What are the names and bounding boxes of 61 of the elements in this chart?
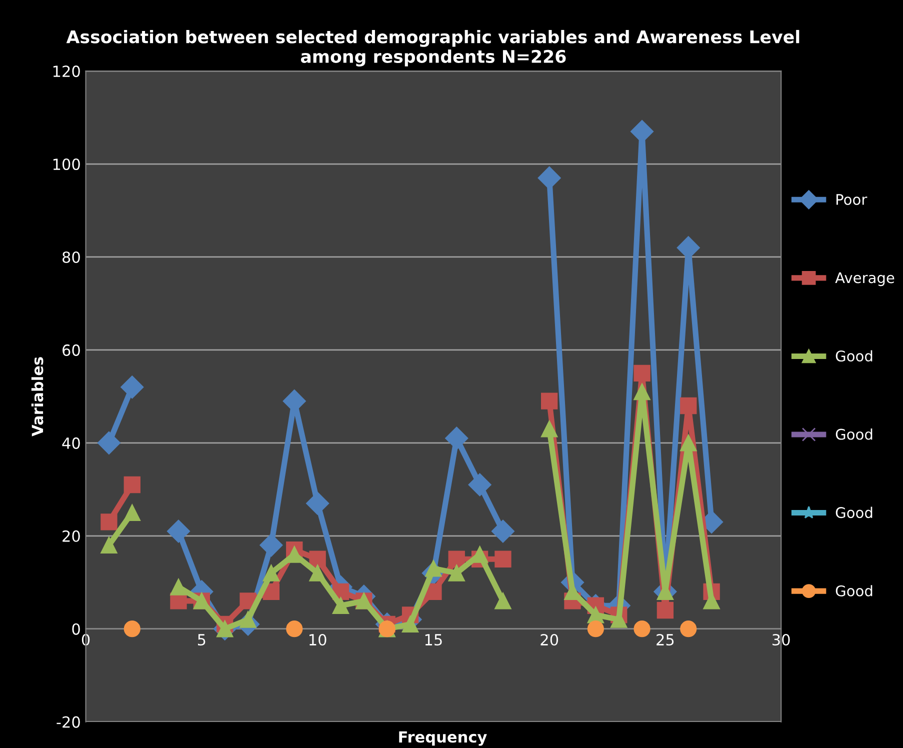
x-axis-title: Frequency [399,731,487,746]
point [634,620,650,638]
point [448,550,465,568]
point [634,383,650,400]
x-tick-label: 0 [82,634,90,646]
point [260,534,283,557]
point [309,550,326,568]
point [445,426,468,450]
y-tick-label: 60 [62,344,80,356]
y-tick-label: 80 [62,251,80,264]
legend-label: Good [836,428,872,440]
point [680,397,697,414]
point [306,492,330,515]
point [448,564,465,582]
point [309,564,326,582]
point [540,420,558,438]
y-tick-label: -20 [56,716,80,728]
point [332,597,350,614]
chart-title: Association between selected demographic variables and Awareness Level among respondents N=226 [66,30,800,66]
y-tick-label: 0 [72,623,80,635]
point [170,578,187,596]
legend-label: Good [836,350,872,362]
point [491,520,514,543]
point [100,514,118,530]
y-tick-label: 40 [62,437,80,449]
point [124,476,140,494]
point [166,520,190,543]
point [634,364,650,382]
legend-label: Average [835,272,894,286]
point [680,434,697,452]
point [680,620,697,638]
point [656,602,674,619]
point [286,620,303,638]
x-tick-label: 15 [425,634,442,646]
x-tick-label: 30 [772,634,790,646]
x-tick-label: 20 [540,634,558,646]
legend-label: Poor [836,194,868,205]
point [216,620,234,638]
legend-label: Good [836,506,872,518]
point [262,564,280,582]
y-tick-label: 100 [53,158,80,170]
x-tick-label: 10 [310,634,326,646]
point [124,620,140,638]
y-tick-label: 120 [53,66,80,78]
y-tick-label: 20 [62,530,80,542]
point [538,166,561,190]
point [494,592,512,610]
point [124,504,140,521]
point [587,620,604,638]
point [402,616,419,633]
x-tick-label: 5 [198,634,206,646]
point [425,583,442,600]
x-tick-label: 25 [656,634,674,646]
point [468,473,492,496]
y-axis-title: Variables [31,357,44,436]
point [540,392,558,410]
point [494,550,512,568]
point [97,431,120,454]
point [120,376,144,399]
legend-label: Good [836,585,872,596]
point [100,536,118,554]
